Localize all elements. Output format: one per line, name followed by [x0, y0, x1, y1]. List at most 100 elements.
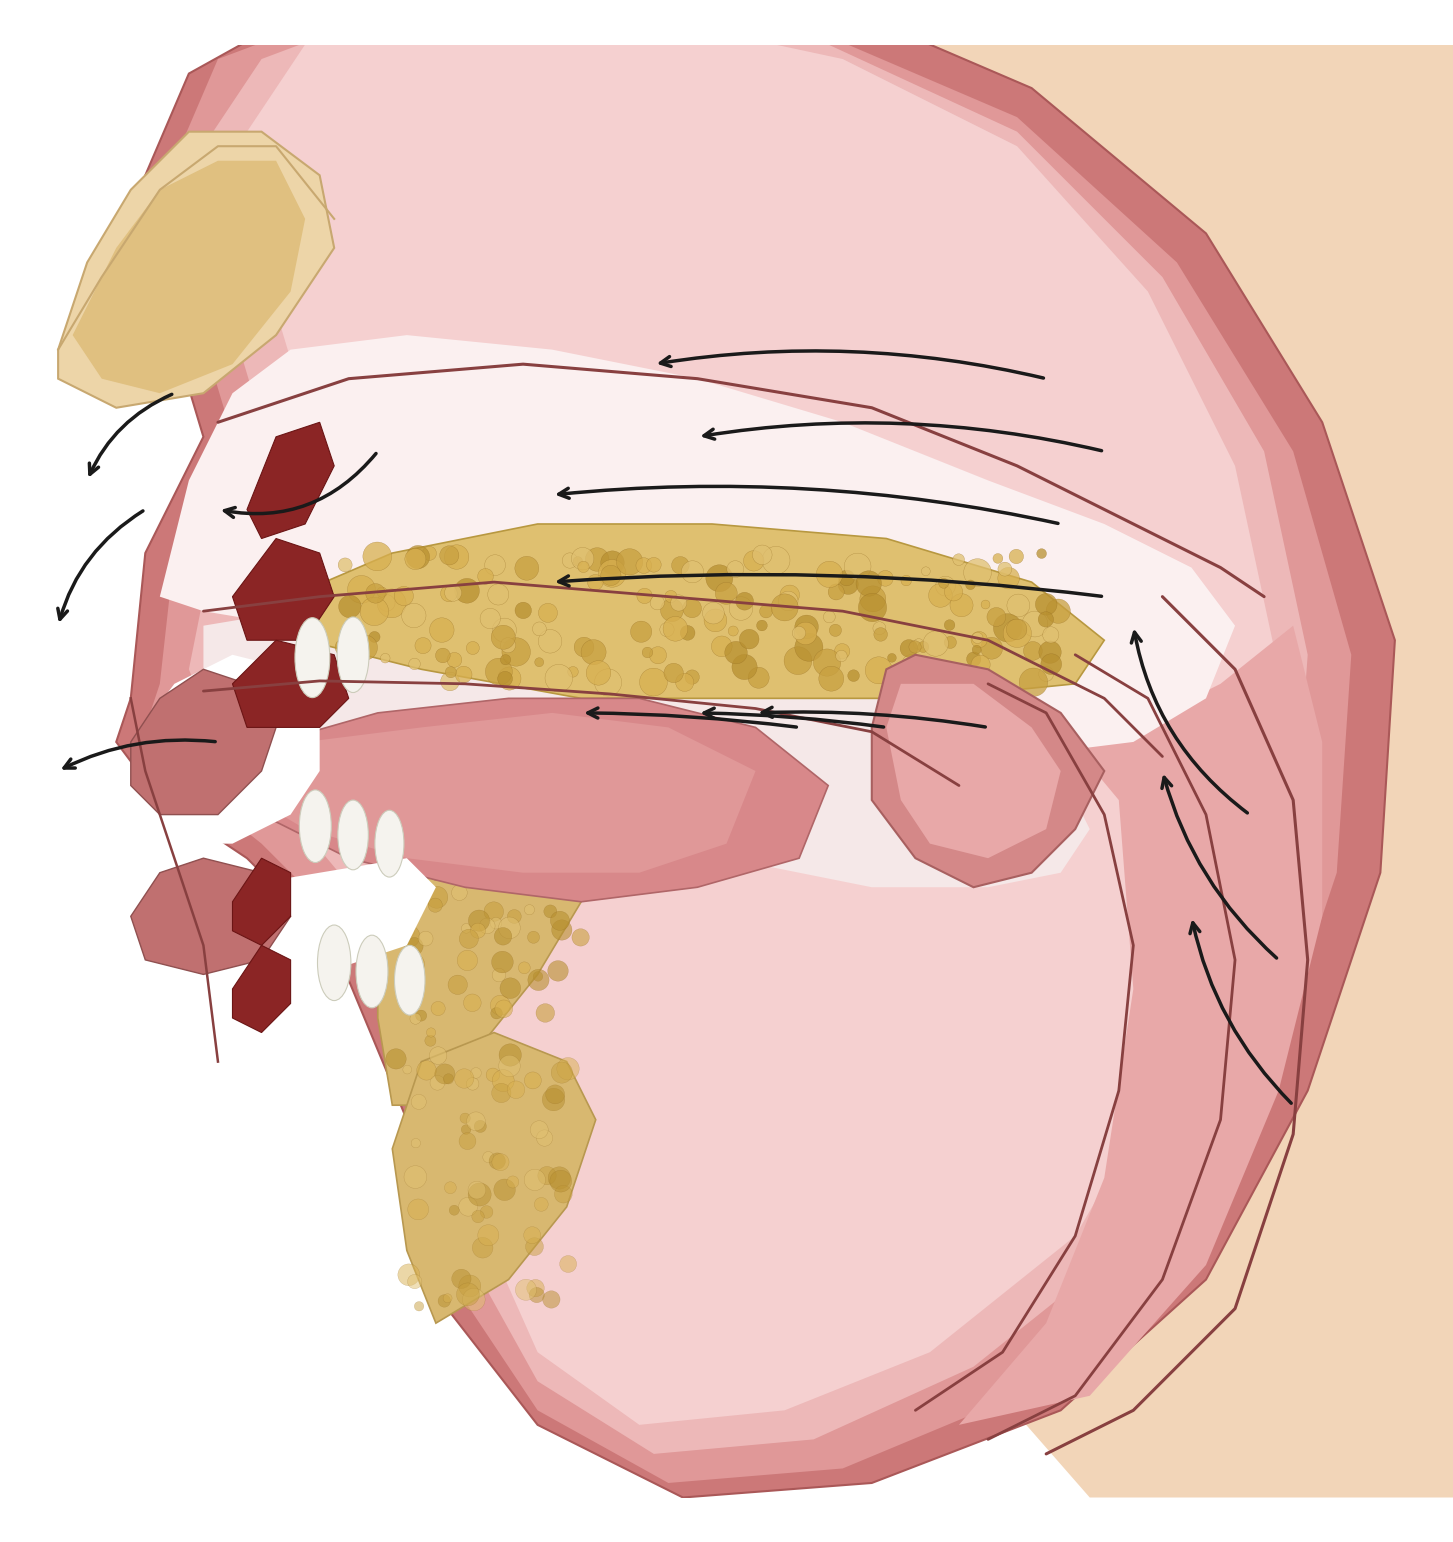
- Circle shape: [535, 658, 543, 666]
- Circle shape: [671, 557, 689, 574]
- Circle shape: [500, 978, 520, 999]
- Circle shape: [538, 1166, 556, 1184]
- Polygon shape: [814, 45, 1453, 1497]
- Circle shape: [495, 999, 513, 1018]
- Circle shape: [474, 1121, 487, 1132]
- Circle shape: [785, 646, 812, 674]
- Circle shape: [462, 924, 471, 933]
- Circle shape: [543, 905, 556, 917]
- Circle shape: [516, 1280, 536, 1300]
- Circle shape: [987, 608, 1005, 626]
- Circle shape: [436, 648, 450, 663]
- Circle shape: [998, 567, 1020, 589]
- Polygon shape: [959, 626, 1322, 1425]
- Circle shape: [562, 554, 577, 567]
- Circle shape: [571, 547, 594, 571]
- Circle shape: [459, 1275, 481, 1297]
- Circle shape: [525, 1169, 545, 1190]
- Polygon shape: [886, 683, 1061, 859]
- Circle shape: [376, 588, 386, 597]
- Circle shape: [432, 1001, 445, 1016]
- Circle shape: [408, 1200, 429, 1220]
- Circle shape: [494, 830, 504, 839]
- Circle shape: [660, 623, 674, 637]
- Circle shape: [1039, 612, 1053, 628]
- Circle shape: [814, 649, 841, 677]
- Circle shape: [972, 645, 981, 654]
- Circle shape: [430, 618, 455, 643]
- Circle shape: [594, 669, 622, 695]
- Circle shape: [429, 1047, 448, 1064]
- Circle shape: [649, 646, 667, 665]
- Circle shape: [599, 560, 626, 588]
- Circle shape: [448, 652, 462, 668]
- Circle shape: [795, 634, 822, 662]
- Polygon shape: [378, 757, 596, 1106]
- Circle shape: [532, 621, 546, 635]
- Circle shape: [525, 905, 535, 914]
- Circle shape: [859, 594, 886, 621]
- Circle shape: [551, 1062, 572, 1082]
- Circle shape: [459, 930, 478, 948]
- Circle shape: [664, 663, 683, 683]
- Circle shape: [493, 968, 506, 982]
- Circle shape: [725, 641, 747, 665]
- Circle shape: [381, 654, 389, 663]
- Circle shape: [865, 657, 892, 683]
- Circle shape: [966, 652, 981, 666]
- Circle shape: [491, 625, 516, 649]
- Circle shape: [706, 564, 732, 592]
- Polygon shape: [116, 0, 1395, 1497]
- Circle shape: [468, 1183, 491, 1206]
- Circle shape: [491, 1084, 511, 1103]
- Circle shape: [498, 668, 522, 691]
- Circle shape: [514, 603, 532, 618]
- Circle shape: [401, 603, 426, 628]
- Circle shape: [616, 549, 642, 575]
- Circle shape: [878, 571, 894, 586]
- Circle shape: [571, 851, 590, 871]
- Circle shape: [567, 853, 577, 864]
- Circle shape: [910, 641, 921, 654]
- Circle shape: [665, 591, 677, 603]
- Circle shape: [485, 658, 513, 685]
- Circle shape: [703, 603, 724, 625]
- Circle shape: [744, 550, 764, 571]
- Circle shape: [437, 1295, 450, 1308]
- Circle shape: [526, 827, 536, 837]
- Circle shape: [500, 654, 511, 665]
- Circle shape: [631, 621, 652, 643]
- Circle shape: [478, 1224, 498, 1246]
- Circle shape: [445, 584, 462, 601]
- Circle shape: [455, 1069, 474, 1089]
- Circle shape: [572, 928, 590, 947]
- Circle shape: [458, 950, 478, 970]
- Polygon shape: [131, 859, 291, 975]
- Circle shape: [471, 924, 485, 938]
- Circle shape: [479, 609, 500, 629]
- Circle shape: [424, 1035, 436, 1047]
- Circle shape: [760, 604, 773, 618]
- Circle shape: [498, 1044, 522, 1066]
- Circle shape: [520, 862, 538, 880]
- Circle shape: [545, 665, 572, 692]
- Circle shape: [834, 643, 850, 658]
- Circle shape: [676, 674, 695, 691]
- Circle shape: [410, 1013, 421, 1024]
- Circle shape: [529, 1288, 545, 1303]
- Circle shape: [514, 800, 533, 819]
- Polygon shape: [189, 2, 1308, 1454]
- Circle shape: [488, 584, 509, 604]
- Circle shape: [542, 1089, 565, 1110]
- Circle shape: [481, 853, 491, 862]
- Circle shape: [559, 1255, 577, 1272]
- Circle shape: [455, 666, 472, 683]
- Circle shape: [520, 794, 542, 817]
- Circle shape: [761, 546, 790, 574]
- Circle shape: [939, 578, 949, 589]
- Circle shape: [391, 842, 411, 862]
- Circle shape: [649, 595, 664, 611]
- Circle shape: [642, 648, 652, 658]
- Circle shape: [498, 671, 513, 686]
- Circle shape: [971, 631, 988, 648]
